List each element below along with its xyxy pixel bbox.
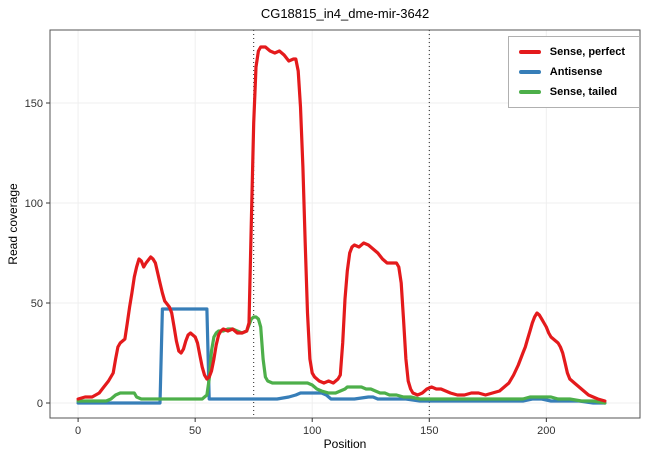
svg-text:0: 0 [37, 398, 43, 410]
chart-legend: Sense, perfect Antisense Sense, tailed [507, 36, 640, 108]
legend-label: Antisense [549, 66, 603, 78]
legend-item-sense-tailed: Sense, tailed [518, 86, 625, 98]
svg-text:150: 150 [420, 425, 438, 437]
x-axis-label: Position [323, 437, 367, 451]
antisense-line-swatch [518, 70, 541, 74]
legend-label: Sense, perfect [549, 46, 625, 58]
legend-item-antisense: Antisense [518, 66, 625, 78]
svg-text:50: 50 [189, 425, 201, 437]
sense-tailed-line-swatch [518, 90, 541, 94]
svg-text:50: 50 [31, 298, 43, 310]
legend-item-sense-perfect: Sense, perfect [518, 46, 625, 58]
svg-text:200: 200 [537, 425, 555, 437]
svg-text:100: 100 [303, 425, 321, 437]
chart-title: CG18815_in4_dme-mir-3642 [260, 6, 430, 21]
legend-label: Sense, tailed [549, 86, 618, 98]
svg-text:150: 150 [25, 98, 43, 110]
sense-perfect-line-swatch [518, 50, 541, 54]
svg-text:100: 100 [25, 198, 43, 210]
svg-text:0: 0 [75, 425, 81, 437]
